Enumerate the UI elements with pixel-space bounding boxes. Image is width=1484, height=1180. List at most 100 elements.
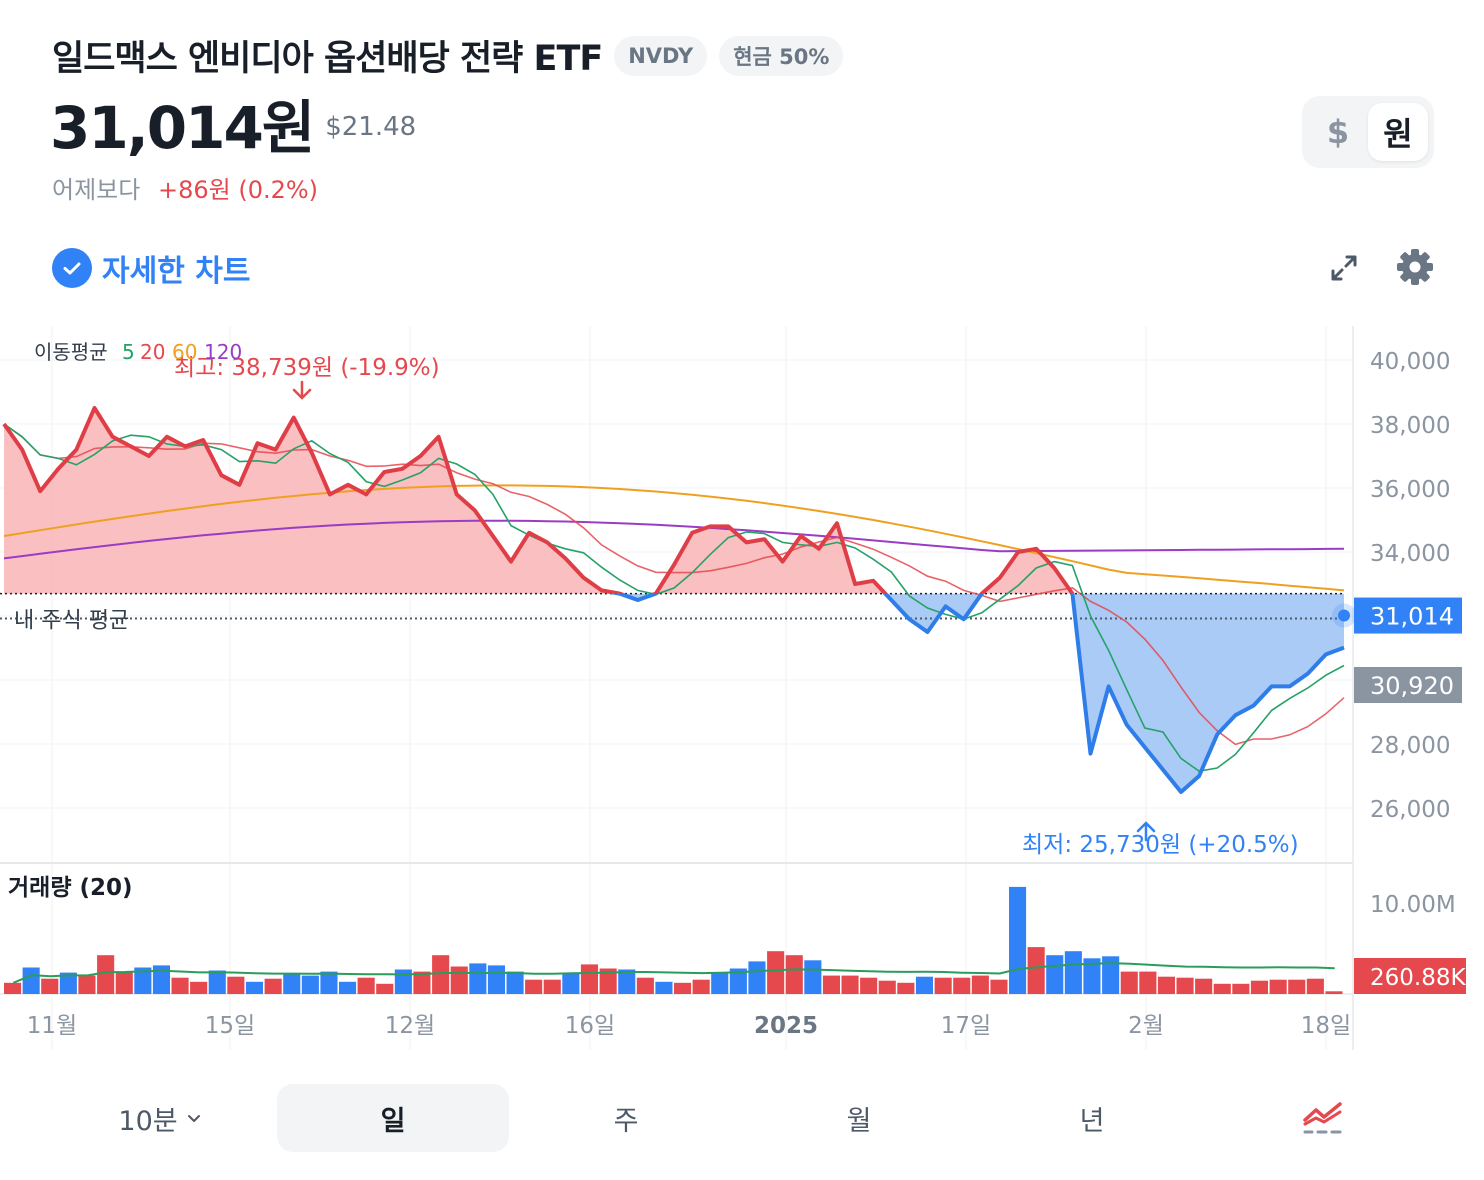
volume-bar <box>357 977 375 994</box>
price-row: 31,014원 $21.48 <box>50 92 416 164</box>
my-average-label: 내 주식 평균 <box>14 609 129 634</box>
tab-month[interactable]: 월 <box>846 1105 872 1137</box>
volume-bar <box>506 971 524 994</box>
volume-bar <box>1157 976 1175 994</box>
my-average-tag-label: 30,920 <box>1370 672 1454 700</box>
x-tick-label: 17일 <box>941 1013 991 1039</box>
x-tick-label: 15일 <box>205 1013 255 1039</box>
volume-bar <box>1027 947 1045 994</box>
y-tick-label: 38,000 <box>1370 413 1450 439</box>
volume-bar <box>860 977 878 994</box>
volume-bar <box>822 975 840 994</box>
tab-day[interactable]: 일 <box>277 1084 509 1152</box>
current-price-tag-label: 31,014 <box>1370 603 1454 631</box>
volume-bar <box>562 972 580 994</box>
volume-bar <box>134 967 152 994</box>
low-label: 최저: 25,730원 (+20.5%) <box>1022 832 1299 858</box>
volume-bar <box>543 979 561 994</box>
volume-bar <box>1009 886 1027 994</box>
volume-bar <box>618 969 636 994</box>
volume-bar <box>152 965 170 994</box>
volume-bar <box>599 968 617 994</box>
my-average-tag <box>1354 667 1462 703</box>
volume-bar <box>41 978 59 994</box>
chart-type-button[interactable] <box>1208 1084 1440 1152</box>
ticker-badge: NVDY <box>614 35 708 76</box>
detail-chart-toggle[interactable]: 자세한 차트 <box>52 246 250 290</box>
volume-bar <box>376 983 394 994</box>
volume-bar <box>413 971 431 994</box>
volume-bar <box>897 982 915 994</box>
volume-bar <box>283 973 301 994</box>
volume-bar <box>190 981 208 994</box>
volume-bar <box>1102 956 1120 994</box>
volume-bar <box>878 980 896 994</box>
volume-bar <box>674 982 692 994</box>
volume-bar <box>1325 991 1343 994</box>
x-tick-label: 16일 <box>565 1013 615 1039</box>
volume-bar <box>469 963 487 994</box>
y-tick-label: 26,000 <box>1370 797 1450 823</box>
volume-bar <box>1176 977 1194 994</box>
expand-icon[interactable] <box>1326 250 1362 286</box>
volume-bar <box>841 975 859 994</box>
volume-bar <box>748 961 766 994</box>
volume-last-tag <box>1354 958 1466 994</box>
ma-legend-5: 5 <box>122 340 135 364</box>
low-arrow <box>1136 821 1156 842</box>
high-arrow <box>292 380 312 400</box>
volume-bar <box>1213 983 1231 994</box>
volume-bar <box>1120 971 1138 994</box>
change-value: +86원 (0.2%) <box>157 176 319 204</box>
volume-bar <box>1195 978 1213 994</box>
tab-10min-label: 10분 <box>118 1105 178 1137</box>
ma-legend-20: 20 <box>140 340 165 364</box>
volume-bar <box>115 971 133 994</box>
gear-icon[interactable] <box>1394 246 1436 288</box>
check-icon <box>52 248 92 288</box>
volume-bar <box>655 981 673 994</box>
x-tick-label: 11월 <box>27 1013 77 1039</box>
x-tick-label: 12월 <box>385 1013 435 1039</box>
tab-year[interactable]: 년 <box>1079 1105 1105 1137</box>
price-chart[interactable]: 내 주식 평균 최고: 38,739원 (-19.9%) 최저: 25,730원 (… <box>0 0 1484 1060</box>
currency-toggle: $ 원 <box>1302 96 1434 168</box>
price-line-down <box>608 593 1345 794</box>
y-tick-label: 36,000 <box>1370 477 1450 503</box>
volume-bar <box>1046 955 1064 994</box>
volume-bar <box>487 965 505 994</box>
y-tick-label: 40,000 <box>1370 349 1450 375</box>
change-row: 어제보다 +86원 (0.2%) <box>52 170 318 205</box>
price-area-down <box>4 593 1344 792</box>
tab-week[interactable]: 주 <box>613 1105 639 1137</box>
volume-bar <box>4 982 22 994</box>
volume-bar <box>580 964 598 994</box>
tab-10min[interactable]: 10분 <box>44 1084 276 1152</box>
price-line-up <box>2 406 1075 594</box>
volume-bar <box>450 966 468 994</box>
period-tabs: 10분 일 주 월 년 <box>0 1084 1484 1152</box>
current-price-tag <box>1354 597 1462 634</box>
ma-legend-120: 120 <box>204 340 242 364</box>
volume-bar <box>1232 983 1250 994</box>
change-label: 어제보다 <box>52 176 141 204</box>
volume-bar <box>208 970 226 994</box>
x-tick-label: 18일 <box>1301 1013 1351 1039</box>
ma120-line <box>3 519 1345 560</box>
currency-krw-button[interactable]: 원 <box>1368 103 1428 161</box>
price-area-up <box>4 408 1344 594</box>
volume-bar <box>785 955 803 994</box>
volume-ma-line <box>12 962 1335 984</box>
volume-bar <box>264 978 282 994</box>
volume-bar <box>692 979 710 994</box>
volume-bar <box>729 968 747 994</box>
x-tick-label: 2025 <box>754 1013 818 1039</box>
volume-bar <box>171 977 189 994</box>
y-tick-label: 28,000 <box>1370 733 1450 759</box>
volume-bar <box>1064 951 1082 994</box>
volume-bar <box>1288 979 1306 994</box>
ma60-line <box>3 484 1345 592</box>
volume-bar <box>59 972 77 994</box>
page-title: 일드맥스 엔비디아 옵션배당 전략 ETF <box>52 39 603 79</box>
currency-usd-button[interactable]: $ <box>1326 113 1350 151</box>
